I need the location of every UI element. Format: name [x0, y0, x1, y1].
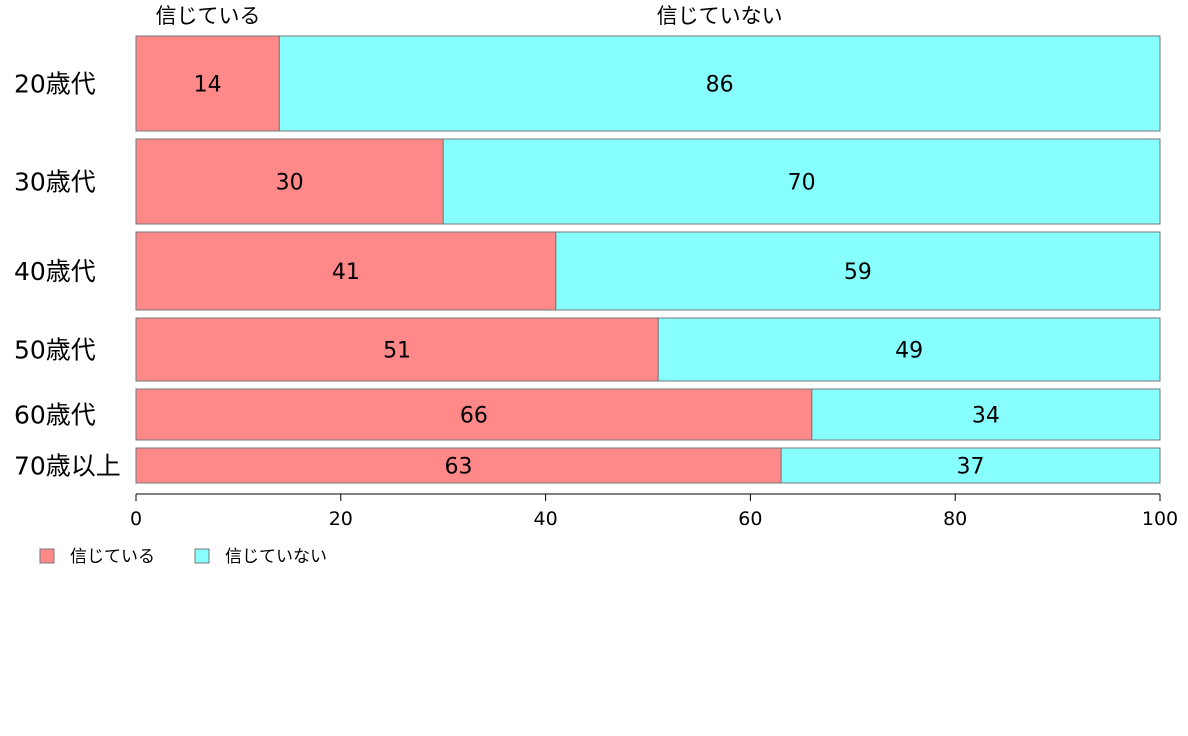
category-label-row-2: 30歳代: [14, 168, 96, 197]
legend: 信じている 信じていない: [39, 547, 327, 567]
x-tick-label-3: 40: [534, 508, 558, 530]
legend-swatch-2: [194, 548, 210, 564]
bar-segment-2-row-2: [442, 138, 1161, 225]
x-tick-label-4: 60: [738, 508, 762, 530]
bar-segment-1-row-4: [135, 317, 659, 382]
x-tick-label-6: 100: [1142, 508, 1178, 530]
category-label-row-4: 50歳代: [14, 336, 96, 365]
bar-segment-1-row-1: [135, 35, 280, 132]
bar-segment-2-row-6: [780, 447, 1161, 484]
bar-segment-1-row-2: [135, 138, 444, 225]
category-labels: 20歳代 30歳代 40歳代 50歳代 60歳代 70歳以上: [14, 70, 121, 481]
category-label-row-5: 60歳代: [14, 401, 96, 430]
top-label-1: 信じている: [156, 4, 261, 28]
data-label-2-row-4: 49: [895, 339, 923, 364]
bar-segment-1-row-3: [135, 231, 557, 311]
bar-segment-1-row-5: [135, 388, 813, 441]
category-label-row-6: 70歳以上: [14, 452, 121, 481]
legend-label-2: 信じていない: [225, 547, 327, 567]
bar-segment-2-row-3: [555, 231, 1161, 311]
x-tick-label-1: 0: [130, 508, 142, 530]
data-label-2-row-1: 86: [706, 73, 734, 98]
data-label-2-row-5: 34: [972, 404, 1000, 429]
bar-segment-2-row-4: [657, 317, 1161, 382]
legend-swatch-1: [39, 548, 55, 564]
category-label-row-1: 20歳代: [14, 70, 96, 99]
legend-label-1: 信じている: [70, 547, 155, 567]
data-label-2-row-2: 70: [788, 171, 816, 196]
x-tick-label-5: 80: [943, 508, 967, 530]
data-label-1-row-5: 66: [460, 404, 488, 429]
top-label-2: 信じていない: [657, 4, 783, 28]
data-label-1-row-2: 30: [276, 171, 304, 196]
category-label-row-3: 40歳代: [14, 257, 96, 286]
data-label-1-row-6: 63: [445, 455, 473, 480]
top-series-labels: 信じている 信じていない: [156, 4, 783, 28]
data-label-2-row-3: 59: [844, 260, 872, 285]
bar-segment-2-row-5: [811, 388, 1161, 441]
data-label-1-row-4: 51: [383, 339, 411, 364]
x-tick-label-2: 20: [329, 508, 353, 530]
bar-segment-2-row-1: [278, 35, 1161, 132]
data-label-2-row-6: 37: [957, 455, 985, 480]
x-axis: 0 20 40 60 80 100: [130, 493, 1178, 530]
data-label-1-row-1: 14: [194, 73, 222, 98]
data-label-1-row-3: 41: [332, 260, 360, 285]
bars: 14 86 30 70 41 59 51 49 66 34 63 37: [135, 35, 1161, 484]
